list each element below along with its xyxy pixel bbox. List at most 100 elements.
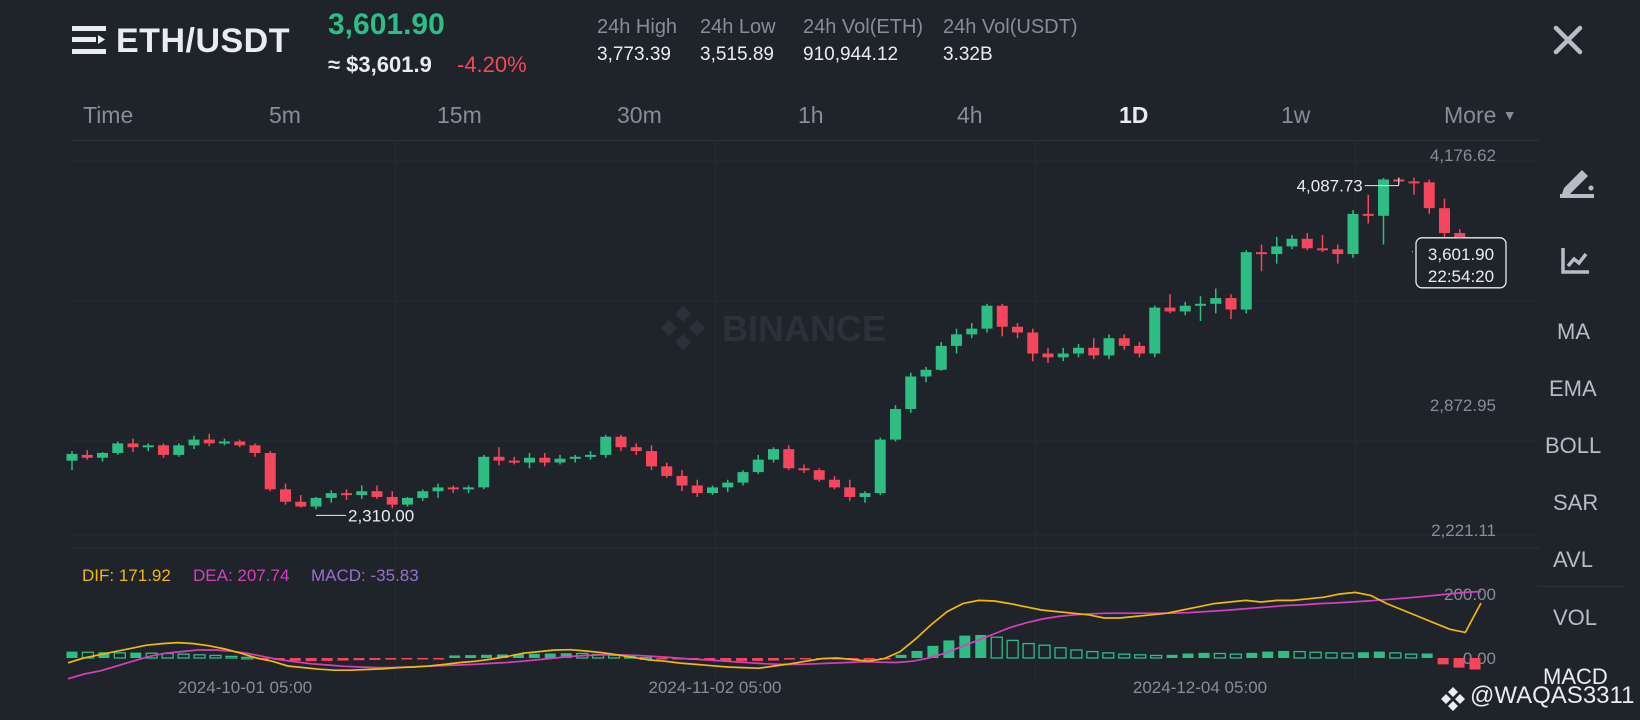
candle-body bbox=[1240, 252, 1252, 310]
tab-30m[interactable]: 30m bbox=[617, 102, 662, 128]
candle-body bbox=[1118, 338, 1130, 346]
macd-histogram-bar bbox=[895, 654, 907, 658]
indicator-macd[interactable]: MACD bbox=[1543, 664, 1608, 689]
tab-1h[interactable]: 1h bbox=[798, 102, 824, 128]
macd-histogram-bar bbox=[560, 653, 572, 658]
chart-grid bbox=[70, 141, 1540, 681]
macd-histogram-bar bbox=[353, 658, 365, 661]
macd-histogram-bar bbox=[1389, 652, 1402, 659]
candle-body bbox=[981, 305, 993, 329]
close-icon[interactable] bbox=[1552, 24, 1584, 56]
candle-body bbox=[1149, 307, 1161, 354]
tab-more[interactable]: More ▼ bbox=[1444, 102, 1517, 129]
candle-body bbox=[737, 472, 749, 483]
tab-1w[interactable]: 1w bbox=[1281, 102, 1311, 128]
macd-histogram-bar bbox=[512, 654, 524, 658]
macd-histogram-bar bbox=[130, 652, 142, 658]
trading-pair-title[interactable]: ETH/USDT bbox=[116, 22, 290, 60]
candle-body bbox=[844, 487, 856, 497]
candle-body bbox=[371, 491, 383, 497]
candle-body bbox=[722, 482, 734, 488]
candle-body bbox=[1042, 353, 1054, 358]
candle-body bbox=[1027, 332, 1039, 354]
candle-body bbox=[996, 305, 1008, 327]
macd-histogram-bar bbox=[528, 653, 540, 658]
macd-histogram-bar bbox=[783, 658, 795, 660]
macd-histogram-bar bbox=[496, 654, 508, 658]
macd-histogram-bar bbox=[66, 651, 78, 658]
draw-pencil-icon[interactable] bbox=[1558, 164, 1594, 198]
stat-24h-vol-eth-label: 24h Vol(ETH) bbox=[803, 16, 924, 38]
time-axis-label: 2024-12-04 05:00 bbox=[1133, 678, 1267, 697]
candle-body bbox=[127, 443, 139, 448]
price-axis-label: 2,221.11 bbox=[1431, 521, 1496, 540]
candle-body bbox=[1256, 252, 1267, 255]
macd-histogram-bar bbox=[369, 658, 381, 660]
macd-histogram-bar bbox=[959, 635, 971, 658]
macd-histogram-bar bbox=[1054, 647, 1067, 659]
macd-histogram-bar bbox=[209, 654, 222, 659]
tab-time[interactable]: Time bbox=[83, 102, 134, 128]
candle-body bbox=[707, 487, 718, 494]
indicator-chart-icon[interactable] bbox=[1561, 246, 1591, 274]
macd-histogram-bar bbox=[768, 658, 779, 661]
candle-body bbox=[1378, 179, 1389, 216]
candle-body bbox=[966, 328, 978, 335]
candle-body bbox=[432, 487, 444, 492]
candle-body bbox=[280, 489, 291, 502]
macd-histogram-bar bbox=[1166, 654, 1178, 658]
candle-body bbox=[752, 459, 764, 473]
tab-1d[interactable]: 1D bbox=[1119, 102, 1149, 128]
tab-15m[interactable]: 15m bbox=[437, 102, 482, 128]
macd-histogram-bar bbox=[990, 636, 1003, 659]
candle-body bbox=[508, 460, 520, 463]
candle-body bbox=[768, 449, 779, 460]
tab-more-label: More bbox=[1444, 102, 1497, 128]
fiat-price: ≈ $3,601.9 bbox=[328, 52, 432, 77]
indicator-vol[interactable]: VOL bbox=[1553, 605, 1598, 630]
candle-body bbox=[1195, 303, 1206, 306]
tab-4h[interactable]: 4h bbox=[957, 102, 983, 128]
macd-histogram-bar bbox=[1118, 653, 1131, 659]
macd-histogram-bar bbox=[607, 654, 621, 659]
macd-histogram-bar bbox=[1198, 652, 1210, 658]
candle-body bbox=[341, 493, 352, 496]
candle-body bbox=[539, 457, 551, 463]
candle-body bbox=[158, 445, 169, 455]
macd-histogram-bar bbox=[321, 658, 333, 661]
candlestick-chart[interactable]: BINANCE 4,087.73 2,310.00 3,601.90 22:54:20… bbox=[0, 141, 1540, 720]
tab-5m[interactable]: 5m bbox=[269, 102, 301, 128]
macd-histogram-bar bbox=[1182, 653, 1194, 658]
menu-icon[interactable] bbox=[72, 24, 106, 56]
tab-divider bbox=[70, 140, 1540, 141]
candle-body bbox=[905, 376, 917, 409]
candle-body bbox=[890, 408, 901, 440]
candle-body bbox=[935, 345, 947, 370]
indicator-ma[interactable]: MA bbox=[1557, 319, 1590, 344]
stat-24h-high-label: 24h High bbox=[597, 16, 678, 38]
macd-axis-label: 200.00 bbox=[1444, 585, 1496, 604]
macd-histogram-bar bbox=[401, 658, 413, 660]
candle-body bbox=[1362, 213, 1374, 216]
stat-24h-high-value: 3,773.39 bbox=[597, 44, 671, 65]
indicator-avl[interactable]: AVL bbox=[1553, 547, 1593, 572]
stat-24h-vol-usdt-label: 24h Vol(USDT) bbox=[943, 16, 1078, 38]
candle-body bbox=[447, 487, 459, 490]
user-watermark: @WAQAS3311 bbox=[1470, 682, 1635, 709]
macd-histogram-bar bbox=[975, 634, 987, 658]
candle-body bbox=[249, 445, 261, 453]
macd-pane: DIF: 171.92 DEA: 207.74 MACD: -35.83 200.00… bbox=[66, 566, 1496, 680]
macd-histogram-bar bbox=[1213, 652, 1227, 659]
macd-histogram-bar bbox=[720, 658, 732, 661]
candle-body bbox=[463, 487, 474, 490]
candle-body bbox=[569, 456, 581, 459]
last-price: 3,601.90 bbox=[328, 8, 445, 41]
indicator-boll[interactable]: BOLL bbox=[1545, 433, 1602, 458]
macd-histogram-bar bbox=[449, 655, 461, 658]
indicator-ema[interactable]: EMA bbox=[1549, 376, 1597, 401]
macd-histogram-bar bbox=[943, 640, 955, 658]
candle-body bbox=[874, 439, 886, 494]
candle-body bbox=[1012, 326, 1023, 333]
macd-histogram-bar bbox=[1102, 652, 1115, 659]
indicator-sar[interactable]: SAR bbox=[1553, 490, 1599, 515]
